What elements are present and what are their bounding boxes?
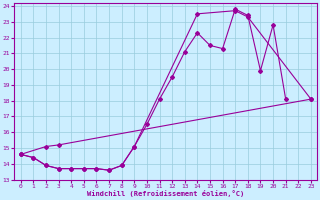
X-axis label: Windchill (Refroidissement éolien,°C): Windchill (Refroidissement éolien,°C) — [87, 190, 244, 197]
